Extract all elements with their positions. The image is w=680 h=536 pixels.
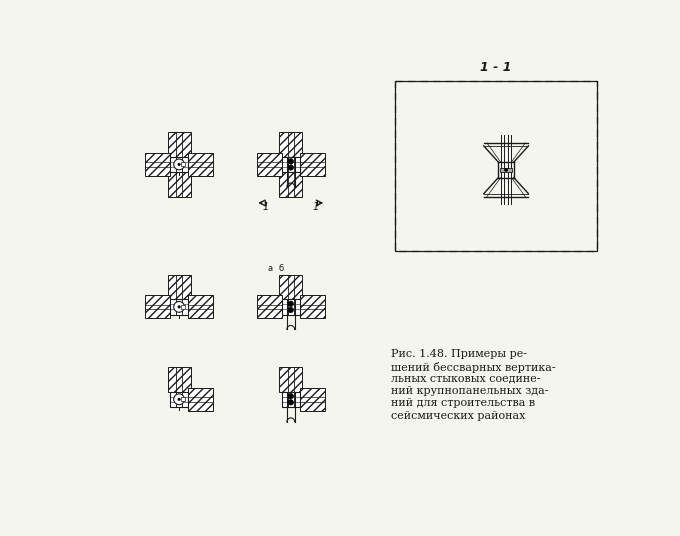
Circle shape [178,306,180,308]
Circle shape [173,301,184,312]
Circle shape [505,168,508,172]
Text: б: б [278,264,284,273]
Polygon shape [170,299,188,315]
Polygon shape [282,299,300,315]
Polygon shape [146,295,170,318]
Polygon shape [282,392,300,407]
Polygon shape [146,153,170,176]
Polygon shape [279,172,303,197]
Circle shape [288,301,294,307]
Polygon shape [188,388,213,411]
Polygon shape [500,167,512,172]
Circle shape [288,393,294,399]
Text: льных стыковых соедине-: льных стыковых соедине- [391,374,541,384]
Circle shape [173,159,184,170]
Polygon shape [300,295,324,318]
Circle shape [173,394,184,405]
Text: 1: 1 [263,202,269,212]
Text: ний крупнопанельных зда-: ний крупнопанельных зда- [391,386,548,396]
Polygon shape [167,367,190,392]
Polygon shape [170,392,188,407]
Polygon shape [188,153,213,176]
Circle shape [178,398,180,400]
Circle shape [288,159,294,164]
Polygon shape [167,172,190,197]
Circle shape [288,307,294,312]
Text: шений бессварных вертика-: шений бессварных вертика- [391,362,556,373]
Polygon shape [167,132,190,157]
Polygon shape [257,295,282,318]
Polygon shape [170,157,188,172]
Polygon shape [167,274,190,299]
Polygon shape [182,397,185,401]
Circle shape [288,165,294,170]
Circle shape [178,163,180,166]
Polygon shape [257,153,282,176]
Polygon shape [188,295,213,318]
Polygon shape [394,81,597,251]
Text: 1: 1 [312,202,318,212]
Polygon shape [279,274,303,299]
Polygon shape [279,132,303,157]
Text: Рис. 1.48. Примеры ре-: Рис. 1.48. Примеры ре- [391,349,527,359]
Polygon shape [300,388,324,411]
Polygon shape [282,157,300,172]
Polygon shape [279,367,303,392]
Polygon shape [182,162,185,166]
Text: а: а [267,264,273,273]
Circle shape [288,400,294,405]
Text: сейсмических районах: сейсмических районах [391,411,525,421]
Text: ний для строительства в: ний для строительства в [391,398,535,408]
Text: 1 - 1: 1 - 1 [480,61,512,73]
Polygon shape [182,305,185,309]
Polygon shape [300,153,324,176]
